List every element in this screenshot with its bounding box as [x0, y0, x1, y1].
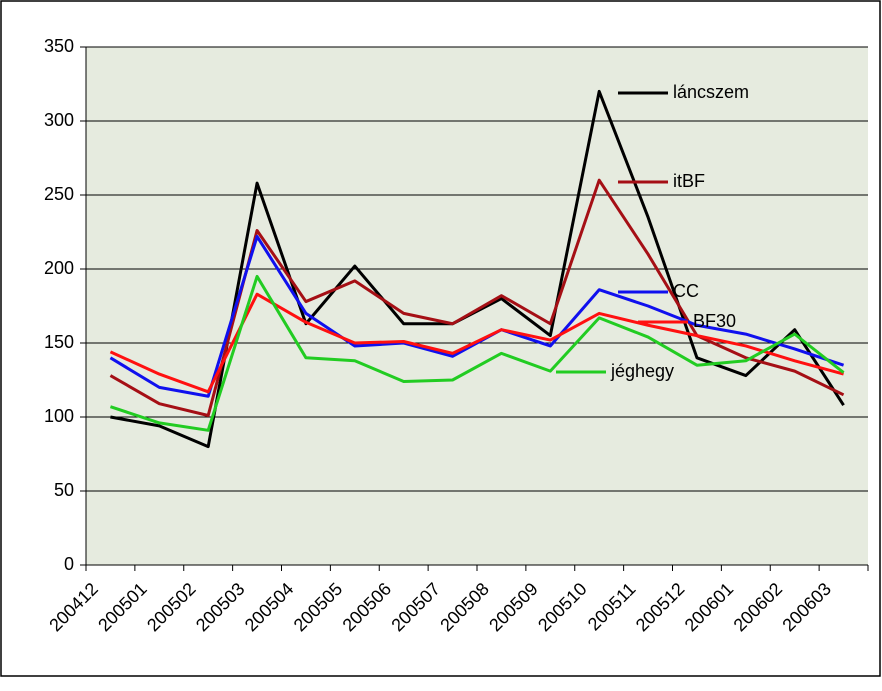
legend-label: BF30 [693, 311, 736, 331]
y-tick-label: 350 [44, 36, 74, 56]
series-line [109, 292, 844, 394]
series-line [109, 274, 845, 432]
y-tick-label: 50 [54, 480, 74, 500]
legend-label: láncszem [673, 82, 749, 102]
y-tick-label: 100 [44, 406, 74, 426]
legend-label: jéghegy [610, 361, 674, 381]
y-tick-label: 250 [44, 184, 74, 204]
y-tick-label: 150 [44, 332, 74, 352]
y-tick-label: 300 [44, 110, 74, 130]
legend-label: itBF [673, 171, 705, 191]
legend-label: CC [673, 281, 699, 301]
y-tick-label: 200 [44, 258, 74, 278]
y-tick-label: 0 [64, 554, 74, 574]
series-line [109, 178, 845, 418]
plot-area [86, 47, 868, 565]
